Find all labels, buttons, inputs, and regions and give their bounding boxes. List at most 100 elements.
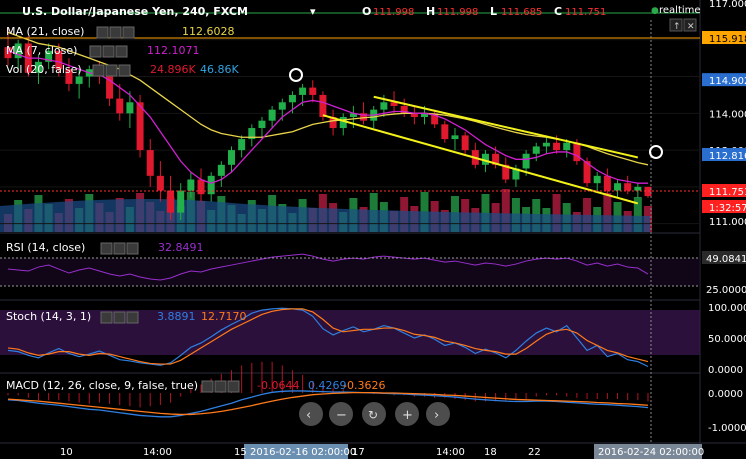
- candle-body: [583, 161, 591, 184]
- ohlc-key: C: [554, 5, 562, 18]
- rsi-band: [0, 258, 700, 286]
- channel-end-handle[interactable]: [649, 145, 663, 159]
- rsi-label[interactable]: RSI (14, close): [6, 241, 85, 254]
- candles: [4, 28, 652, 220]
- time-label: 22: [528, 447, 541, 458]
- candle-body: [441, 124, 449, 140]
- macd-label[interactable]: MACD (12, 26, close, 9, false, true): [6, 379, 198, 392]
- stoch-label[interactable]: Stoch (14, 3, 1): [6, 310, 91, 323]
- ohlc-readout: O 111.998 H 111.998 L 111.685 C 111.751: [362, 5, 606, 18]
- candle-body: [217, 164, 225, 176]
- candle-body: [461, 135, 469, 151]
- stoch-d-line: [7, 308, 649, 365]
- macd-axis-label: 0.0000: [708, 389, 743, 400]
- candle-body: [116, 98, 124, 114]
- ohlc-key: L: [490, 5, 497, 18]
- reset-button[interactable]: [362, 402, 386, 426]
- time-label: 14:00: [143, 447, 172, 458]
- candle-body: [339, 117, 347, 129]
- gear-icon: [92, 64, 105, 77]
- candle-body: [106, 76, 114, 99]
- realtime-label: realtime: [659, 5, 701, 16]
- ma21-value: 112.6028: [182, 25, 235, 38]
- pane-close-button[interactable]: [683, 18, 697, 32]
- candle-body: [45, 50, 53, 62]
- ma7-line: [7, 50, 648, 184]
- candle-body: [563, 142, 571, 151]
- zoom-out-button[interactable]: [329, 402, 353, 426]
- macd-hist-value: -0.0644: [257, 379, 299, 392]
- candle-body: [197, 179, 205, 195]
- candle-body: [400, 105, 408, 114]
- candle-body: [573, 142, 581, 162]
- plus-icon: +: [402, 408, 413, 423]
- settings-icon: [109, 26, 122, 39]
- ohlc-value: 111.685: [501, 7, 542, 18]
- rsi-axis-label: 49.0841: [706, 254, 746, 265]
- stoch-k-line: [7, 307, 649, 368]
- candle-body: [360, 113, 368, 121]
- symbol-title[interactable]: U.S. Dollar/Japanese Yen, 240, FXCM: [22, 5, 248, 18]
- rsi-line: [7, 253, 649, 281]
- time-highlight-1: [244, 444, 348, 459]
- close-icon: [118, 64, 131, 77]
- zoom-controls: ‹ − ↻ + ›: [299, 402, 450, 426]
- time-axis-bg: [0, 444, 746, 459]
- price-label: 117.000: [709, 0, 746, 10]
- candle-body: [75, 76, 83, 84]
- candle-body: [146, 150, 154, 176]
- candle-body: [14, 43, 22, 59]
- ma21-label[interactable]: MA (21, close): [6, 25, 84, 38]
- candle-body: [431, 113, 439, 125]
- candle-body: [34, 61, 42, 73]
- legend-buttons[interactable]: [89, 26, 240, 393]
- candle-body: [522, 153, 530, 169]
- zoom-in-button[interactable]: [395, 402, 419, 426]
- candle-body: [451, 135, 459, 140]
- chevron-right-icon: ›: [434, 408, 439, 423]
- channel-lower-line: [322, 114, 639, 205]
- price-tag: [702, 31, 746, 44]
- stoch-d-value: 12.7170: [201, 310, 247, 323]
- ohlc-value: 111.998: [373, 7, 414, 18]
- stoch-axis-label: 0.0000: [708, 365, 743, 376]
- time-label: 15: [234, 447, 247, 458]
- pane-up-button[interactable]: [669, 18, 683, 32]
- settings-icon: [102, 45, 115, 58]
- ma7-value: 112.1071: [147, 44, 200, 57]
- time-label: 14:00: [436, 447, 465, 458]
- candle-body: [167, 190, 175, 213]
- chevron-down-icon[interactable]: ▾: [310, 5, 316, 18]
- ma7-label[interactable]: MA (7, close): [6, 44, 77, 57]
- scroll-right-button[interactable]: [426, 402, 450, 426]
- refresh-icon: ↻: [368, 408, 378, 422]
- price-tag: [702, 200, 746, 213]
- candle-body: [380, 102, 388, 110]
- time-label: 17: [352, 447, 365, 458]
- ohlc-key: H: [426, 5, 435, 18]
- macd-signal-value: -0.3626: [343, 379, 385, 392]
- settings-icon: [113, 242, 126, 255]
- candle-body: [502, 164, 510, 180]
- close-icon: ✕: [687, 22, 695, 32]
- settings-icon: [105, 64, 118, 77]
- volume-bar: [552, 194, 561, 232]
- price-axis: 117.000116.000115.918114.902114.000113.0…: [702, 0, 746, 434]
- ohlc-value: 111.751: [565, 7, 606, 18]
- channel-start-handle[interactable]: [289, 68, 303, 82]
- close-icon: [115, 45, 128, 58]
- vol-label[interactable]: Vol (20, false): [6, 63, 82, 76]
- gear-icon: [96, 26, 109, 39]
- gear-icon: [201, 380, 214, 393]
- gear-icon: [100, 242, 113, 255]
- scroll-left-button[interactable]: [299, 402, 323, 426]
- price-tag: [702, 251, 746, 264]
- candle-body: [319, 94, 327, 117]
- candle-body: [532, 146, 540, 154]
- realtime-icon: ●: [651, 6, 659, 16]
- stoch-k-value: 3.8891: [157, 310, 196, 323]
- candle-body: [299, 87, 307, 95]
- close-icon: [126, 311, 139, 324]
- candle-body: [238, 139, 246, 151]
